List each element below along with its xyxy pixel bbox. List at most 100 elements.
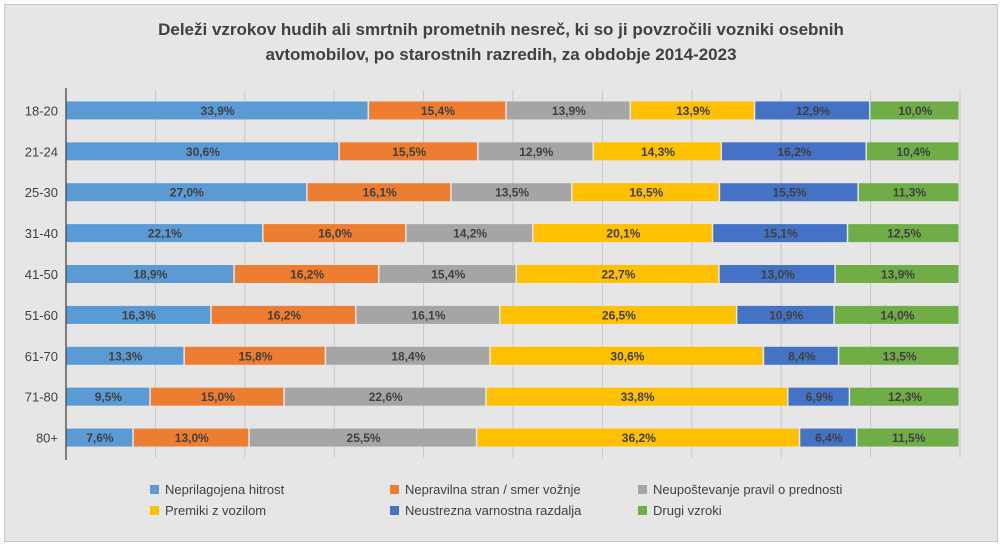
data-label: 14,2% (453, 227, 487, 241)
bar-segment (66, 183, 307, 202)
bar-segment (66, 387, 150, 406)
data-label: 25,5% (347, 431, 381, 445)
data-label: 33,9% (201, 104, 235, 118)
bar-segment (631, 101, 754, 120)
data-label: 6,9% (806, 390, 834, 404)
data-label: 13,5% (495, 186, 529, 200)
legend-swatch (390, 506, 399, 515)
category-label: 71-80 (25, 390, 58, 405)
data-label: 30,6% (610, 349, 644, 363)
data-label: 26,5% (602, 308, 636, 322)
bar-segment (839, 346, 959, 365)
category-label: 31-40 (25, 226, 58, 241)
bar-segment (406, 224, 533, 243)
bar-segment (506, 101, 630, 120)
bar-segment (721, 142, 866, 161)
data-label: 36,2% (622, 431, 656, 445)
data-label: 15,5% (773, 186, 807, 200)
bar-segment (356, 305, 499, 324)
legend-item: Neustrezna varnostna razdalja (390, 503, 638, 518)
data-label: 13,3% (108, 349, 142, 363)
bar-segment (184, 346, 325, 365)
bar-segment (379, 265, 516, 283)
bar-segment (66, 101, 368, 120)
bar-segment (150, 387, 284, 406)
data-label: 15,5% (392, 145, 426, 159)
bar-segment (339, 142, 478, 161)
legend-label: Nepravilna stran / smer vožnje (405, 482, 581, 497)
data-label: 13,0% (761, 268, 795, 282)
bar-segment (263, 224, 406, 243)
bar-segment (866, 142, 959, 161)
data-label: 8,4% (788, 349, 816, 363)
bar-segment (133, 428, 249, 447)
bar-segment (533, 224, 712, 243)
bar-segment (211, 305, 356, 324)
bar-segment (737, 305, 834, 324)
data-label: 15,8% (239, 349, 273, 363)
bar-segment (713, 224, 847, 243)
data-label: 16,2% (777, 145, 811, 159)
data-label: 6,4% (815, 431, 843, 445)
bar-segment (835, 265, 959, 283)
chart-legend: Neprilagojena hitrost Nepravilna stran / … (150, 482, 890, 518)
legend-item: Neprilagojena hitrost (150, 482, 390, 497)
bar-segment (834, 305, 959, 324)
bar-segment (451, 183, 572, 202)
data-label: 12,5% (887, 227, 921, 241)
bar-segment (800, 428, 856, 447)
data-label: 16,5% (629, 186, 663, 200)
data-label: 33,8% (621, 390, 655, 404)
bar-segment (486, 387, 788, 406)
bar-segment (857, 428, 959, 447)
legend-label: Neprilagojena hitrost (165, 482, 285, 497)
legend-label: Neustrezna varnostna razdalja (405, 503, 582, 518)
bar-segment (66, 265, 234, 283)
bar-segment (490, 346, 763, 365)
data-label: 15,4% (421, 104, 455, 118)
bar-segment (307, 183, 451, 202)
legend-swatch (638, 506, 647, 515)
data-label: 15,1% (764, 227, 798, 241)
data-label: 13,5% (883, 349, 917, 363)
data-label: 12,9% (519, 145, 553, 159)
data-label: 7,6% (86, 431, 114, 445)
bar-segment (249, 428, 476, 447)
bar-segment (788, 387, 849, 406)
bar-segment (369, 101, 506, 120)
bar-segment (66, 346, 184, 365)
chart-title: Deleži vzrokov hudih ali smrtnih prometn… (5, 17, 997, 67)
legend-swatch (150, 506, 159, 515)
bar-segment (500, 305, 736, 324)
legend-label: Premiki z vozilom (165, 503, 267, 518)
data-label: 13,0% (175, 431, 209, 445)
legend-swatch (150, 485, 159, 494)
data-label: 22,1% (148, 227, 182, 241)
bar-segment (850, 387, 959, 406)
bar-segment (719, 265, 835, 283)
category-label: 51-60 (25, 308, 58, 323)
data-label: 15,0% (201, 390, 235, 404)
bar-segment (66, 142, 339, 161)
bar-segment (720, 183, 858, 202)
category-label: 41-50 (25, 267, 58, 282)
legend-label: Neupoštevanje pravil o prednosti (653, 482, 843, 497)
data-label: 10,9% (769, 308, 803, 322)
bar-segment (234, 265, 378, 283)
data-label: 16,2% (290, 268, 324, 282)
data-label: 16,1% (363, 186, 397, 200)
data-label: 13,9% (676, 104, 710, 118)
data-label: 13,9% (552, 104, 586, 118)
legend-swatch (638, 485, 647, 494)
data-label: 13,9% (881, 268, 915, 282)
bar-segment (870, 101, 959, 120)
data-label: 15,4% (431, 268, 465, 282)
bar-segment (572, 183, 719, 202)
data-label: 22,6% (369, 390, 403, 404)
category-label: 80+ (36, 431, 58, 446)
data-label: 16,3% (122, 308, 156, 322)
data-label: 22,7% (601, 268, 635, 282)
data-label: 11,3% (893, 186, 927, 200)
bar-segment (66, 428, 133, 447)
